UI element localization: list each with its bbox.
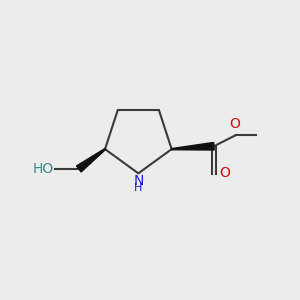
Text: N: N	[133, 175, 143, 188]
Polygon shape	[172, 142, 214, 150]
Text: H: H	[134, 183, 142, 193]
Text: HO: HO	[32, 162, 54, 176]
Text: O: O	[220, 167, 231, 180]
Text: O: O	[229, 117, 240, 131]
Polygon shape	[76, 149, 105, 172]
